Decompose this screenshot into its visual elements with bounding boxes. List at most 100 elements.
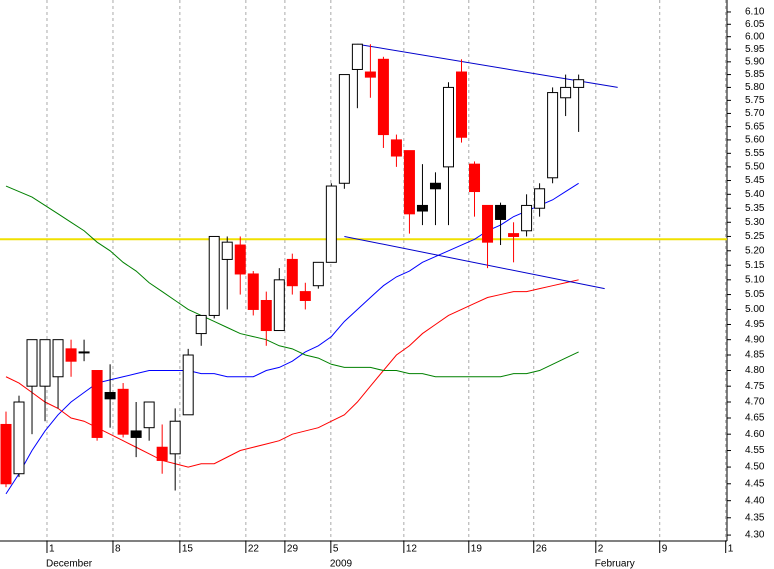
x-tick-label: 1 [728,544,734,555]
candle-body [456,71,468,138]
candle-body [78,351,90,354]
y-tick-label: 4.35 [745,512,765,523]
x-tick-label: 15 [182,544,194,555]
trendline [344,235,605,290]
y-tick-label: 5.05 [745,289,765,300]
candle-body [26,339,38,387]
y-tick-label: 4.60 [745,429,765,440]
y-tick-label: 5.20 [745,245,765,256]
y-tick-label: 5.30 [745,217,765,228]
y-tick-label: 5.90 [745,56,765,67]
y-tick-label: 4.40 [745,495,765,506]
candle-body [325,185,337,263]
y-tick-label: 5.75 [745,95,765,106]
y-tick-label: 6.10 [745,7,765,18]
x-tick-label: 22 [248,544,260,555]
x-tick-label: 1 [49,544,55,555]
candle-body [521,204,533,232]
candle-body [234,244,246,275]
x-tick-label: 2 [598,544,604,555]
month-label: February [595,559,635,569]
candle-body [65,348,77,362]
y-tick-label: 4.55 [745,445,765,456]
x-tick-label: 29 [287,544,299,555]
y-tick-label: 4.65 [745,413,765,424]
month-label: 2009 [330,559,353,569]
candle-body [573,79,585,88]
y-tick-label: 5.00 [745,304,765,315]
candle-body [338,74,350,184]
candle-body [273,279,285,332]
y-tick-label: 5.45 [745,175,765,186]
y-tick-label: 5.35 [745,203,765,214]
y-tick-label: 4.95 [745,319,765,330]
candle-body [377,58,389,136]
candle-body [156,446,168,461]
x-tick-label: 12 [406,544,418,555]
candle-body [442,86,454,168]
candle-body [143,401,155,429]
candle-body [130,430,142,438]
month-label: December [46,559,93,569]
candle-body [299,291,311,301]
candle-body [403,150,415,215]
candle-body [208,235,220,316]
candle-body [364,71,376,78]
moving-average [5,185,579,378]
y-tick-label: 5.95 [745,44,765,55]
x-tick-label: 26 [536,544,548,555]
x-tick-label: 8 [115,544,121,555]
y-tick-label: 5.80 [745,82,765,93]
candle-body [169,420,181,455]
y-tick-label: 5.25 [745,231,765,242]
y-tick-label: 5.85 [745,69,765,80]
candle-body [221,241,233,260]
candle-body [508,233,520,237]
candle-body [482,204,494,243]
candle-body [390,139,402,157]
y-tick-label: 4.50 [745,462,765,473]
candle-body [534,188,546,209]
y-tick-label: 4.45 [745,478,765,489]
y-tick-label: 5.65 [745,121,765,132]
y-tick-label: 4.70 [745,397,765,408]
y-tick-label: 5.55 [745,148,765,159]
y-tick-label: 4.30 [745,530,765,541]
candle-body [351,43,363,70]
y-tick-label: 6.00 [745,31,765,42]
candle-body [13,401,25,475]
y-tick-label: 4.80 [745,365,765,376]
y-tick-label: 4.85 [745,350,765,361]
candle-body [260,299,272,332]
y-tick-label: 5.10 [745,274,765,285]
y-tick-label: 4.90 [745,334,765,345]
y-tick-label: 4.75 [745,381,765,392]
y-tick-label: 5.50 [745,162,765,173]
candle-body [247,273,259,310]
candle-body [560,86,572,99]
x-tick-label: 9 [662,544,668,555]
y-tick-label: 5.40 [745,189,765,200]
candle-body [104,391,116,400]
candle-body [312,261,324,287]
candle-body [416,204,428,212]
candle-body [469,163,481,193]
x-tick-label: 5 [333,544,339,555]
candle-body [286,258,298,287]
y-tick-label: 6.05 [745,19,765,30]
candle-body [52,339,64,378]
candle-body [495,204,507,220]
x-tick-label: 19 [471,544,483,555]
y-tick-label: 5.70 [745,108,765,119]
candle-body [117,388,129,435]
candle-body [39,339,51,387]
candle-body [547,92,559,179]
candle-body [182,354,194,416]
candle-body [429,182,441,190]
candle-body [91,370,103,438]
y-tick-label: 5.15 [745,260,765,271]
candle-body [0,423,12,485]
candle-body [195,314,207,335]
y-tick-label: 5.60 [745,135,765,146]
